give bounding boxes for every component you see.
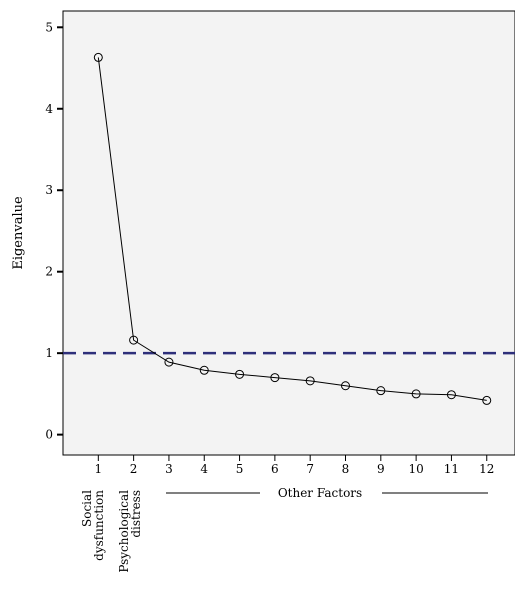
data-point	[376, 386, 386, 396]
data-point	[482, 395, 492, 405]
x-tick-label: 4	[200, 462, 208, 476]
data-point	[305, 376, 315, 386]
data-point	[411, 389, 421, 399]
x-tick-label: 6	[271, 462, 279, 476]
series-line	[97, 57, 487, 401]
data-point	[164, 357, 174, 367]
data-point	[270, 373, 280, 383]
y-tick-label: 3	[45, 183, 53, 197]
data-point	[341, 381, 350, 391]
data-points	[93, 52, 492, 405]
x-tick-label: 3	[165, 462, 173, 476]
y-tick-label: 2	[45, 265, 53, 279]
data-point	[129, 335, 139, 345]
y-axis: 0 1 2 3 4 5	[45, 20, 63, 442]
x-tick-label: 8	[342, 462, 350, 476]
plot-area	[62, 10, 515, 456]
y-tick-label: 0	[45, 428, 53, 442]
x-tick-label: 5	[236, 462, 244, 476]
data-point	[93, 52, 103, 62]
data-point	[199, 365, 209, 375]
category-label-factor2-line2: distress	[129, 490, 143, 538]
x-axis: 1 2 3 4 5 6 7 8 9 10 11 12	[94, 455, 494, 476]
y-tick-label: 5	[45, 20, 53, 34]
y-axis-title: Eigenvalue	[11, 196, 26, 270]
x-tick-label: 7	[306, 462, 314, 476]
other-factors-label: Other Factors	[278, 486, 362, 500]
category-label-factor1-line2: dysfunction	[92, 490, 106, 561]
category-label-factor1-line1: Social	[80, 490, 94, 527]
x-tick-label: 2	[130, 462, 138, 476]
y-tick-label: 4	[45, 102, 53, 116]
x-tick-label: 10	[408, 462, 423, 476]
data-point	[235, 369, 245, 379]
x-tick-label: 9	[377, 462, 385, 476]
x-tick-label: 11	[444, 462, 459, 476]
x-tick-label: 12	[479, 462, 494, 476]
data-point	[446, 390, 456, 400]
category-label-factor2-line1: Psychological	[117, 490, 131, 573]
x-tick-label: 1	[94, 462, 102, 476]
y-tick-label: 1	[45, 346, 53, 360]
